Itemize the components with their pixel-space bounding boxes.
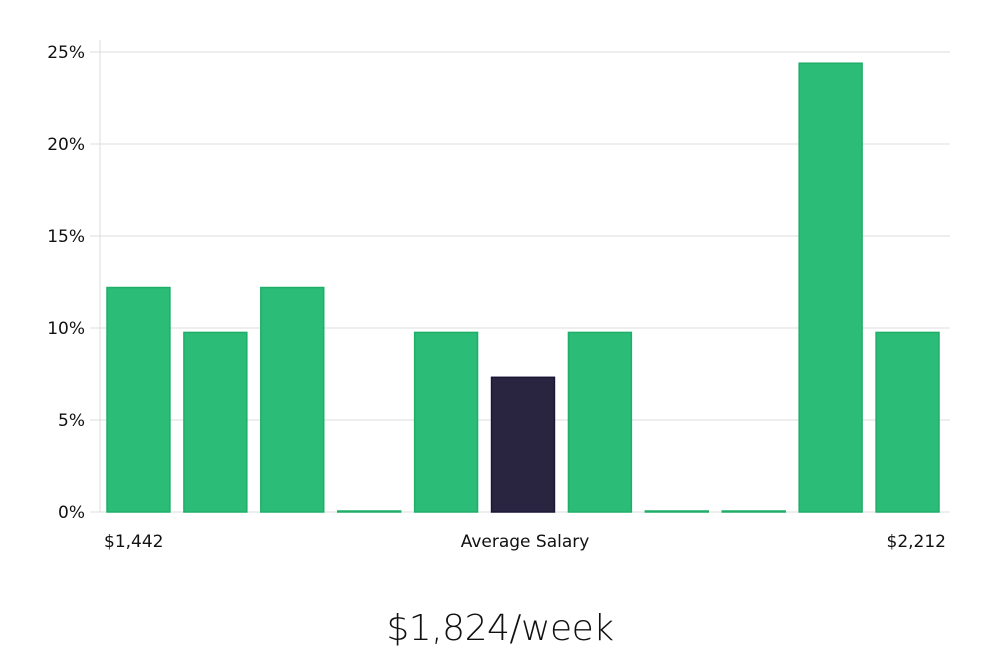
- y-tick-label: 0%: [58, 503, 85, 523]
- bar: [875, 331, 940, 513]
- y-tick-label: 15%: [47, 227, 85, 247]
- x-min-label: $1,442: [104, 532, 163, 552]
- bar: [106, 286, 171, 513]
- bar: [413, 331, 479, 513]
- bar: [567, 331, 633, 513]
- bar: [721, 510, 786, 513]
- average-salary-headline: $1,824/week: [386, 608, 614, 649]
- bar: [798, 62, 863, 513]
- y-tick-label: 5%: [58, 411, 85, 431]
- bar: [260, 286, 325, 513]
- bar: [644, 510, 710, 513]
- x-axis-label: Average Salary: [461, 532, 590, 552]
- bar: [183, 331, 248, 513]
- y-tick-label: 10%: [47, 319, 85, 339]
- y-tick-label: 25%: [47, 43, 85, 63]
- bar-highlighted: [490, 376, 556, 513]
- y-tick-label: 20%: [47, 135, 85, 155]
- salary-histogram: 0% 5% 10% 15% 20% 25% $1,442 Average Salary $…: [47, 40, 950, 552]
- x-max-label: $2,212: [887, 532, 946, 552]
- bar: [336, 510, 402, 513]
